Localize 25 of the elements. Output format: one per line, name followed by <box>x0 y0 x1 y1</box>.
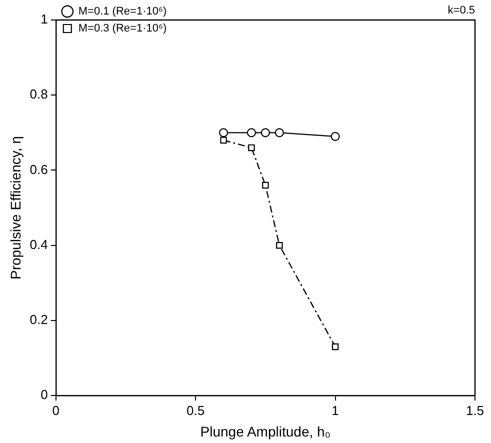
y-tick-label: 0.8 <box>30 86 48 102</box>
point <box>248 144 255 152</box>
y-tick-label: 0.4 <box>30 236 48 252</box>
y-tick-label: 1 <box>40 12 48 27</box>
x-axis-title: Plunge Amplitude, h₀ <box>200 423 331 440</box>
y-tick-label: 0 <box>40 387 48 402</box>
legend-label: M=0.3 (Re=1·10⁶) <box>78 22 167 35</box>
point <box>274 128 284 138</box>
point <box>332 343 339 350</box>
legend-label: M=0.1 (Re=1·10⁶) <box>78 6 167 18</box>
point <box>246 128 256 138</box>
x-tick-label: 0.5 <box>186 402 205 418</box>
point <box>276 242 283 249</box>
x-tick-label: 1.5 <box>466 402 484 418</box>
point <box>220 136 227 144</box>
x-tick-label: 1 <box>332 402 339 418</box>
point <box>260 128 270 138</box>
text: k=0.5 <box>448 4 475 17</box>
point <box>218 128 228 138</box>
point <box>262 182 269 189</box>
y-tick-label: 0.6 <box>30 162 48 177</box>
y-tick-label: 0.2 <box>30 312 48 328</box>
y-axis-title: Propulsive Efficiency, η <box>7 136 24 280</box>
x-tick-label: 0 <box>52 402 60 418</box>
point <box>330 132 340 141</box>
